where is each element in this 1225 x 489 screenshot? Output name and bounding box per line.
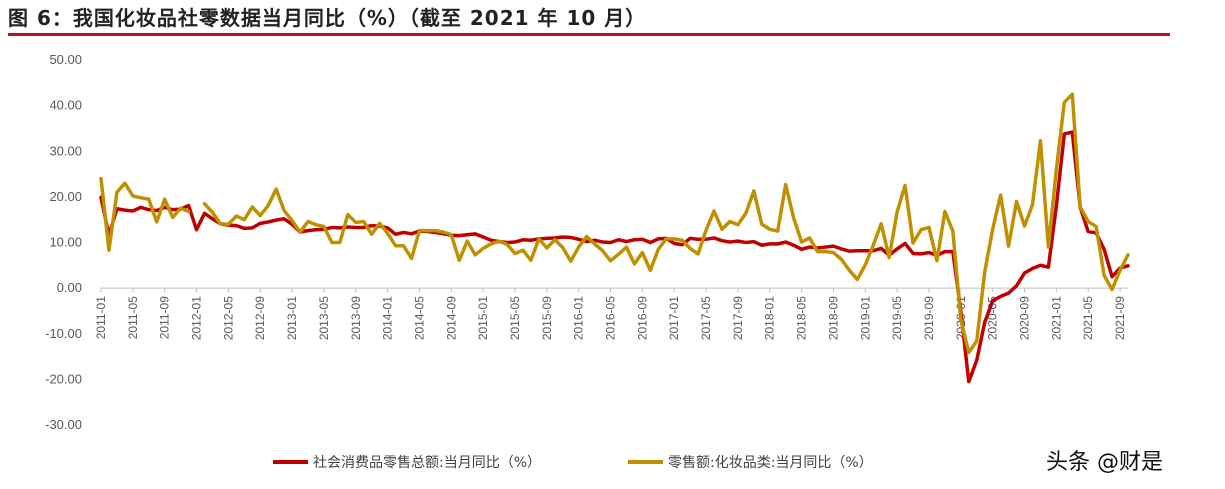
chart-title: 图 6：我国化妆品社零数据当月同比（%）（截至 2021 年 10 月） <box>8 6 647 30</box>
y-tick-label: -30.00 <box>45 417 82 432</box>
x-tick-label: 2013-05 <box>317 296 331 340</box>
x-tick-label: 2018-05 <box>795 296 809 340</box>
x-tick-label: 2018-09 <box>826 296 840 340</box>
x-tick-label: 2012-05 <box>221 296 235 340</box>
y-tick-label: 40.00 <box>49 98 82 113</box>
x-tick-label: 2014-09 <box>444 296 458 340</box>
x-tick-label: 2014-05 <box>412 296 426 340</box>
x-tick-label: 2020-09 <box>1018 296 1032 340</box>
x-tick-label: 2011-09 <box>158 296 172 339</box>
x-tick-label: 2018-01 <box>763 296 777 340</box>
y-tick-label: -10.00 <box>45 326 82 341</box>
legend-label: 社会消费品零售总额:当月同比（%） <box>313 455 541 471</box>
legend: 社会消费品零售总额:当月同比（%） 零售额:化妆品类:当月同比（%） <box>273 455 873 471</box>
x-tick-label: 2021-09 <box>1113 296 1127 340</box>
x-tick-label: 2019-01 <box>858 296 872 340</box>
x-tick-label: 2011-01 <box>94 296 108 339</box>
y-tick-label: 50.00 <box>49 52 82 67</box>
x-tick-label: 2019-09 <box>922 296 936 340</box>
x-tick-label: 2013-01 <box>285 296 299 340</box>
x-tick-label: 2012-09 <box>253 296 267 340</box>
legend-label: 零售额:化妆品类:当月同比（%） <box>668 455 873 471</box>
x-tick-label: 2012-01 <box>190 296 204 340</box>
x-tick-label: 2014-01 <box>381 296 395 340</box>
x-tick-label: 2017-05 <box>699 296 713 340</box>
x-tick-label: 2011-05 <box>126 296 140 339</box>
x-tick-label: 2016-09 <box>635 296 649 340</box>
y-tick-label: -20.00 <box>45 371 82 386</box>
series-line-2 <box>99 92 1130 355</box>
title-rule <box>8 33 1170 36</box>
x-tick-label: 2017-09 <box>731 296 745 340</box>
x-axis: 2011-01 2011-05 2011-09 2012-01 2012-05 2012-… <box>94 287 1128 340</box>
x-tick-label: 2021-05 <box>1081 296 1095 340</box>
x-tick-label: 2017-01 <box>667 296 681 340</box>
y-tick-label: 10.00 <box>49 235 82 250</box>
x-tick-label: 2021-01 <box>1049 296 1063 340</box>
x-tick-label: 2015-01 <box>476 296 490 340</box>
y-axis: 50.00 40.00 30.00 20.00 10.00 0.00 -10.00 -20.0… <box>45 52 82 432</box>
x-tick-label: 2015-05 <box>508 296 522 340</box>
watermark-text: 头条 @财是 <box>1046 450 1163 475</box>
y-tick-label: 30.00 <box>49 143 82 158</box>
x-tick-label: 2019-05 <box>890 296 904 340</box>
x-tick-label: 2016-01 <box>572 296 586 340</box>
x-tick-label: 2015-09 <box>540 296 554 340</box>
y-tick-label: 0.00 <box>57 280 82 295</box>
x-tick-label: 2016-05 <box>604 296 618 340</box>
x-tick-label: 2013-09 <box>349 296 363 340</box>
y-tick-label: 20.00 <box>49 189 82 204</box>
series-layer <box>99 92 1130 384</box>
